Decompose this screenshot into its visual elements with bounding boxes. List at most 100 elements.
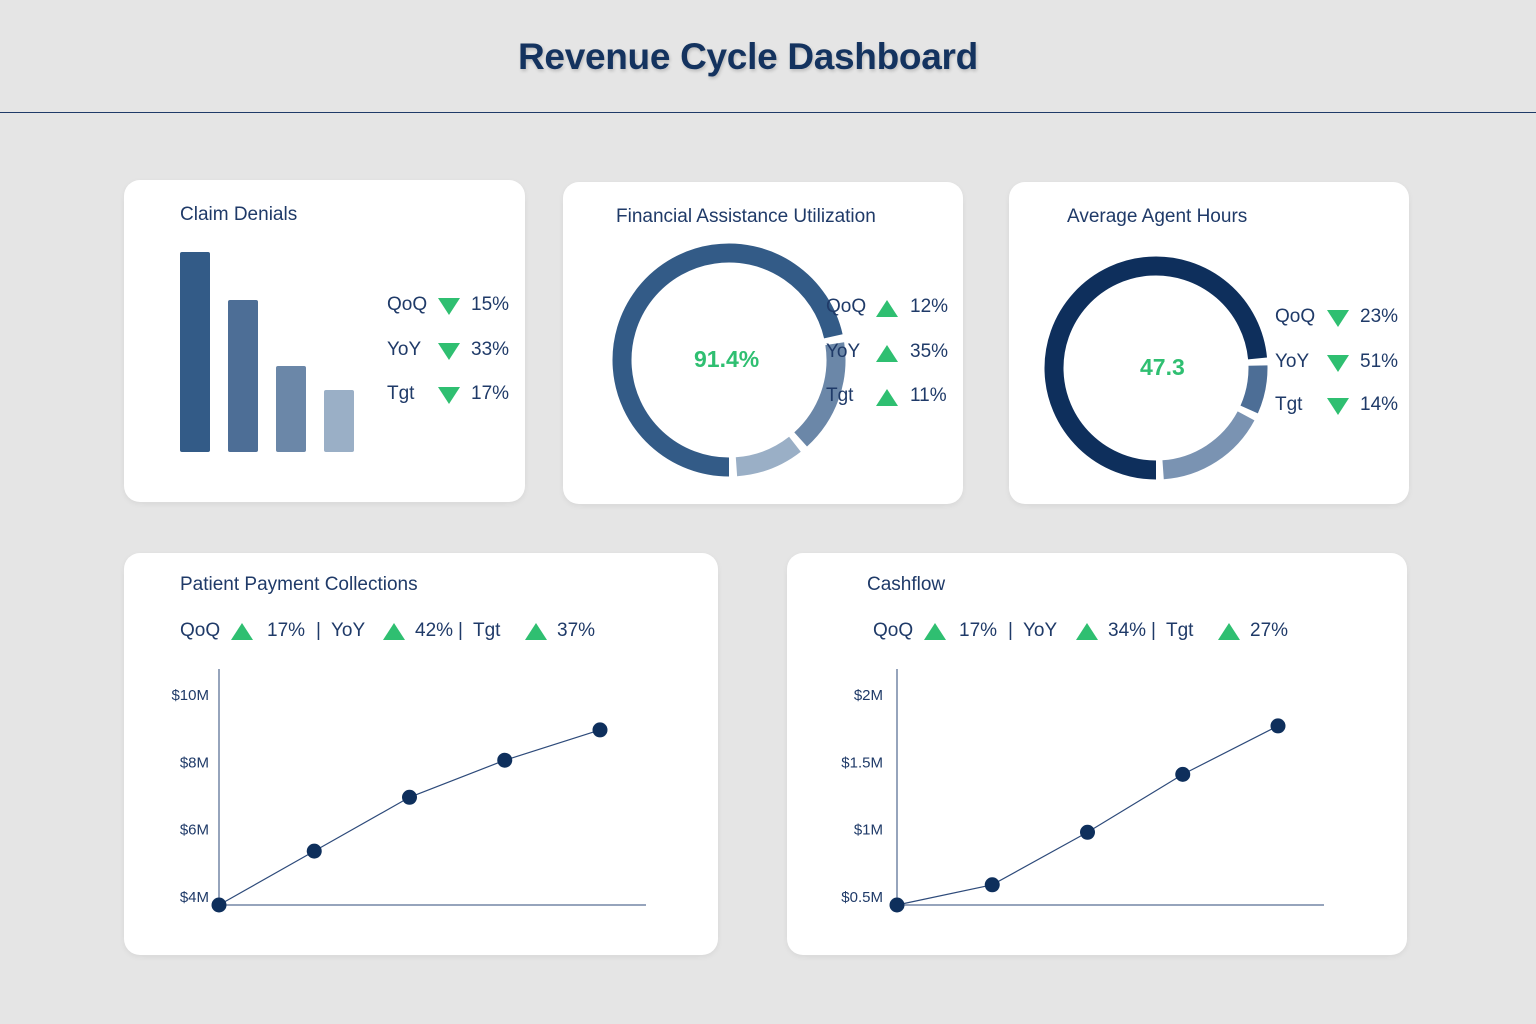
data-point-2[interactable] bbox=[984, 877, 1000, 893]
cashflow-title: Cashflow bbox=[867, 574, 946, 595]
financial-assistance-card[interactable]: Financial Assistance Utilization 91.4% Q… bbox=[563, 182, 963, 504]
claim-denials-chart bbox=[180, 252, 354, 452]
kpi-value: 33% bbox=[471, 339, 510, 360]
donut-segment-1 bbox=[612, 243, 843, 477]
donut-segment-2 bbox=[794, 342, 846, 447]
data-point-3[interactable] bbox=[1080, 824, 1095, 840]
kpi-label: YoY bbox=[1023, 620, 1058, 641]
kpi-value: 34% bbox=[1108, 620, 1147, 641]
kpi-label: YoY bbox=[387, 339, 422, 360]
series-line bbox=[218, 729, 601, 906]
up-arrow-icon bbox=[876, 345, 898, 362]
agent-hours-donut bbox=[1044, 256, 1268, 480]
kpi-separator: | bbox=[316, 620, 321, 641]
down-arrow-icon bbox=[1327, 398, 1349, 415]
y-tick-label: $0.5M bbox=[841, 889, 883, 906]
kpi-value: 17% bbox=[471, 383, 510, 404]
y-tick-label: $4M bbox=[180, 889, 209, 906]
kpi-label: QoQ bbox=[387, 294, 428, 315]
agent-hours-title: Average Agent Hours bbox=[1067, 206, 1248, 227]
page-title: Revenue Cycle Dashboard bbox=[518, 36, 978, 77]
up-arrow-icon bbox=[876, 300, 898, 317]
patient-payments-kpis: QoQ 17% | YoY 42% | Tgt 37% bbox=[180, 620, 620, 644]
kpi-value: 27% bbox=[1250, 620, 1289, 641]
kpi-label: QoQ bbox=[180, 620, 221, 641]
data-point-2[interactable] bbox=[306, 843, 322, 859]
claim-denials-title: Claim Denials bbox=[180, 204, 298, 225]
data-point-1[interactable] bbox=[211, 897, 227, 913]
y-tick-label: $8M bbox=[180, 754, 209, 771]
kpi-label: YoY bbox=[1275, 351, 1310, 372]
kpi-label: YoY bbox=[331, 620, 366, 641]
kpi-label: Tgt bbox=[387, 383, 415, 404]
down-arrow-icon bbox=[438, 387, 460, 404]
data-point-4[interactable] bbox=[497, 752, 513, 768]
data-point-1[interactable] bbox=[889, 897, 905, 913]
header-bar: Revenue Cycle Dashboard bbox=[0, 0, 1536, 113]
kpi-label: QoQ bbox=[1275, 306, 1316, 327]
data-point-5[interactable] bbox=[592, 722, 608, 738]
kpi-value: 12% bbox=[910, 296, 949, 317]
down-arrow-icon bbox=[1327, 310, 1349, 327]
financial-assistance-donut bbox=[612, 243, 846, 477]
kpi-label: Tgt bbox=[826, 385, 854, 406]
kpi-label: Tgt bbox=[1166, 620, 1194, 641]
bar-4 bbox=[324, 390, 354, 452]
bar-1 bbox=[180, 252, 210, 452]
kpi-label: Tgt bbox=[1275, 394, 1303, 415]
kpi-value: 51% bbox=[1360, 351, 1399, 372]
cashflow-kpis: QoQ 17% | YoY 34% | Tgt 27% bbox=[873, 620, 1313, 644]
data-point-5[interactable] bbox=[1270, 718, 1286, 734]
kpi-value: 14% bbox=[1360, 394, 1399, 415]
series-line bbox=[896, 725, 1279, 906]
up-arrow-icon bbox=[876, 389, 898, 406]
up-arrow-icon bbox=[924, 623, 946, 640]
donut-segment-2 bbox=[1240, 365, 1268, 414]
donut-center-value: 47.3 bbox=[1140, 354, 1185, 380]
kpi-value: 17% bbox=[267, 620, 306, 641]
kpi-value: 35% bbox=[910, 341, 949, 362]
patient-payments-title: Patient Payment Collections bbox=[180, 574, 418, 595]
kpi-label: YoY bbox=[826, 341, 861, 362]
y-tick-label: $6M bbox=[180, 822, 209, 839]
bar-2 bbox=[228, 300, 258, 452]
kpi-value: 17% bbox=[959, 620, 998, 641]
up-arrow-icon bbox=[525, 623, 547, 640]
down-arrow-icon bbox=[1327, 355, 1349, 372]
donut-segment-3 bbox=[735, 436, 801, 477]
kpi-separator: | bbox=[1151, 620, 1156, 641]
y-tick-label: $1M bbox=[854, 822, 883, 839]
kpi-value: 11% bbox=[910, 385, 947, 406]
up-arrow-icon bbox=[231, 623, 253, 640]
bar-3 bbox=[276, 366, 306, 452]
y-tick-label: $10M bbox=[171, 687, 209, 704]
kpi-label: QoQ bbox=[873, 620, 914, 641]
claim-denials-card[interactable]: Claim Denials QoQ 15% YoY 33% Tgt 17% bbox=[124, 180, 525, 502]
y-tick-label: $2M bbox=[854, 687, 883, 704]
data-point-3[interactable] bbox=[402, 789, 417, 805]
kpi-value: 42% bbox=[415, 620, 454, 641]
kpi-value: 23% bbox=[1360, 306, 1399, 327]
kpi-label: QoQ bbox=[826, 296, 867, 317]
agent-hours-card[interactable]: Average Agent Hours 47.3 QoQ 23% YoY 51%… bbox=[1009, 182, 1409, 504]
donut-segment-3 bbox=[1162, 411, 1255, 480]
up-arrow-icon bbox=[1218, 623, 1240, 640]
up-arrow-icon bbox=[1076, 623, 1098, 640]
kpi-separator: | bbox=[1008, 620, 1013, 641]
donut-segment-1 bbox=[1044, 256, 1268, 480]
kpi-value: 15% bbox=[471, 294, 510, 315]
down-arrow-icon bbox=[438, 298, 460, 315]
down-arrow-icon bbox=[438, 343, 460, 360]
up-arrow-icon bbox=[383, 623, 405, 640]
patient-payments-card[interactable]: Patient Payment Collections QoQ 17% | Yo… bbox=[124, 553, 718, 955]
kpi-label: Tgt bbox=[473, 620, 501, 641]
kpi-value: 37% bbox=[557, 620, 596, 641]
donut-center-value: 91.4% bbox=[694, 346, 760, 372]
data-point-4[interactable] bbox=[1175, 766, 1191, 782]
cashflow-card[interactable]: Cashflow QoQ 17% | YoY 34% | Tgt 27% $0.… bbox=[787, 553, 1407, 955]
financial-assistance-title: Financial Assistance Utilization bbox=[616, 206, 876, 227]
patient-payments-line-chart: $4M $6M $8M $10M bbox=[171, 669, 646, 913]
y-tick-label: $1.5M bbox=[841, 754, 883, 771]
kpi-separator: | bbox=[458, 620, 463, 641]
cashflow-line-chart: $0.5M $1M $1.5M $2M bbox=[841, 669, 1324, 913]
